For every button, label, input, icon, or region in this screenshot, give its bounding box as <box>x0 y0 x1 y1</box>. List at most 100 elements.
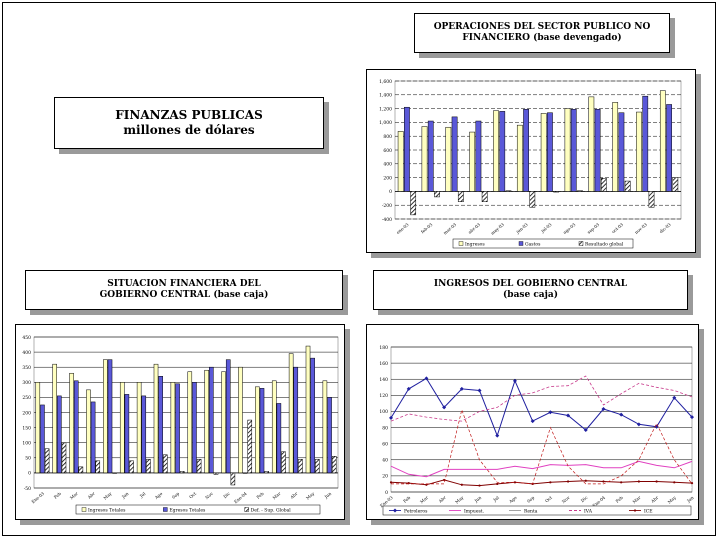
bar-resultado <box>624 180 631 192</box>
bar-gastos <box>594 109 601 192</box>
bar-ingresos <box>255 386 260 474</box>
x-tick-label: Sep <box>526 495 536 504</box>
bar-resultado <box>146 459 151 474</box>
marker-petroleros <box>406 386 411 391</box>
x-tick-label: Ago <box>153 491 164 501</box>
marker-ice <box>496 482 499 486</box>
gob-fin-title-box: SITUACION FINANCIERA DEL GOBIERNO CENTRA… <box>25 270 343 310</box>
legend-label: Def. - Sup. Global <box>251 507 292 513</box>
y-tick-label: 0 <box>389 189 392 195</box>
legend-box <box>382 505 692 516</box>
x-tick-label: Ago <box>507 495 518 505</box>
bar-resultado <box>264 471 269 474</box>
y-tick-label: 1,200 <box>379 106 392 112</box>
marker-petroleros <box>672 395 677 400</box>
legend-label: Ingresos Totales <box>88 507 126 513</box>
gob-ing-title-box: INGRESOS DEL GOBIERNO CENTRAL (base caja… <box>373 270 688 310</box>
bar-resultado <box>95 460 101 474</box>
x-tick-label: Dic <box>580 495 589 504</box>
bar-gastos <box>642 95 649 192</box>
bar-gastos <box>158 376 163 474</box>
bar-ingresos <box>612 102 619 192</box>
gob-fin-chart: 450 400 350 300 250 200 150 100 50 0 -50 Ene-03 Feb M… <box>15 324 345 520</box>
marker-ice <box>637 480 640 483</box>
bar-gastos <box>57 395 62 474</box>
gob-fin-title-line2: GOBIERNO CENTRAL (base caja) <box>99 290 269 300</box>
bar-gastos <box>427 120 434 192</box>
x-tick-label: jul-03 <box>539 222 552 234</box>
marker-ice <box>690 482 694 485</box>
marker-ice <box>566 480 570 483</box>
bar-resultado <box>129 460 134 474</box>
gob-fin-title-line1: SITUACION FINANCIERA DEL <box>107 278 261 289</box>
bar-resultado <box>179 471 185 474</box>
bar-resultado <box>529 191 536 208</box>
bar-resultado <box>298 459 303 474</box>
y-tick-label: 1,600 <box>379 79 392 85</box>
y-tick-label: 0 <box>385 490 388 496</box>
marker-ice <box>460 483 463 486</box>
y-tick-label: 40 <box>382 458 388 464</box>
bar-gastos <box>192 382 197 474</box>
y-tick-label: 60 <box>382 441 388 447</box>
bar-resultado <box>434 191 440 198</box>
bar-resultado <box>648 191 655 208</box>
x-tick-label: mar-03 <box>442 222 457 236</box>
legend-label: Renta <box>524 508 538 514</box>
x-tick-label: may-03 <box>490 222 505 236</box>
legend-swatch <box>244 507 249 512</box>
bar-resultado <box>600 178 607 192</box>
y-tick-label: -200 <box>382 203 392 209</box>
x-tick-label: abr-03 <box>467 222 481 235</box>
bar-ingresos <box>238 366 243 474</box>
x-tick-label: Mar <box>632 495 642 504</box>
x-tick-label: Oct <box>188 491 197 500</box>
legend-label: ICE <box>644 508 653 514</box>
bar-gastos <box>259 388 265 474</box>
x-tick-label: Abr <box>437 495 447 504</box>
bar-gastos <box>141 395 147 474</box>
x-tick-label: Dic <box>222 491 231 500</box>
y-tick-label: 350 <box>22 365 31 371</box>
bar-ingresos <box>421 126 428 192</box>
x-tick-label: Jun <box>120 491 130 500</box>
marker-petroleros <box>512 378 517 383</box>
x-tick-label: May <box>102 491 113 501</box>
bar-gastos <box>40 404 45 474</box>
spnf-chart-svg: 1,600 1,400 1,200 1,000 800 600 400 200 0 -200 -40… <box>379 79 682 249</box>
x-tick-label: Feb <box>255 491 264 500</box>
bar-ingresos <box>35 382 41 474</box>
bar-ingresos <box>204 369 209 474</box>
legend-swatch <box>458 241 464 246</box>
marker-ice <box>602 480 605 483</box>
bar-gastos <box>293 366 299 474</box>
bar-ingresos <box>136 382 142 474</box>
y-tick-label: 100 <box>379 409 388 415</box>
marker-petroleros <box>636 422 641 427</box>
bar-ingresos <box>119 382 125 474</box>
bar-ingresos <box>445 126 452 192</box>
y-tick-label: 450 <box>22 335 31 341</box>
x-tick-label: Feb <box>402 495 411 504</box>
bar-ingresos <box>540 113 547 192</box>
bar-ingresos <box>588 96 595 192</box>
bar-resultado <box>315 459 320 474</box>
bar-gastos <box>225 359 231 474</box>
bar-ingresos <box>493 110 499 192</box>
y-tick-label: 80 <box>382 425 388 431</box>
bar-resultado <box>44 448 50 474</box>
x-tick-label: Jun <box>473 495 483 504</box>
bar-resultado <box>577 190 583 192</box>
bar-ingresos <box>469 131 476 192</box>
x-tick-label: Mar <box>419 495 429 504</box>
bar-ingresos <box>187 371 193 474</box>
spnf-chart: 1,600 1,400 1,200 1,000 800 600 400 200 0 -200 -40… <box>366 69 696 253</box>
x-tick-label: Abr <box>649 495 659 504</box>
bar-resultado <box>331 456 337 474</box>
marker-petroleros <box>424 376 429 381</box>
gob-ing-title-line1: INGRESOS DEL GOBIERNO CENTRAL <box>433 278 628 289</box>
bar-resultado <box>61 442 67 474</box>
bar-resultado <box>213 472 219 475</box>
x-tick-label: May <box>454 495 465 505</box>
